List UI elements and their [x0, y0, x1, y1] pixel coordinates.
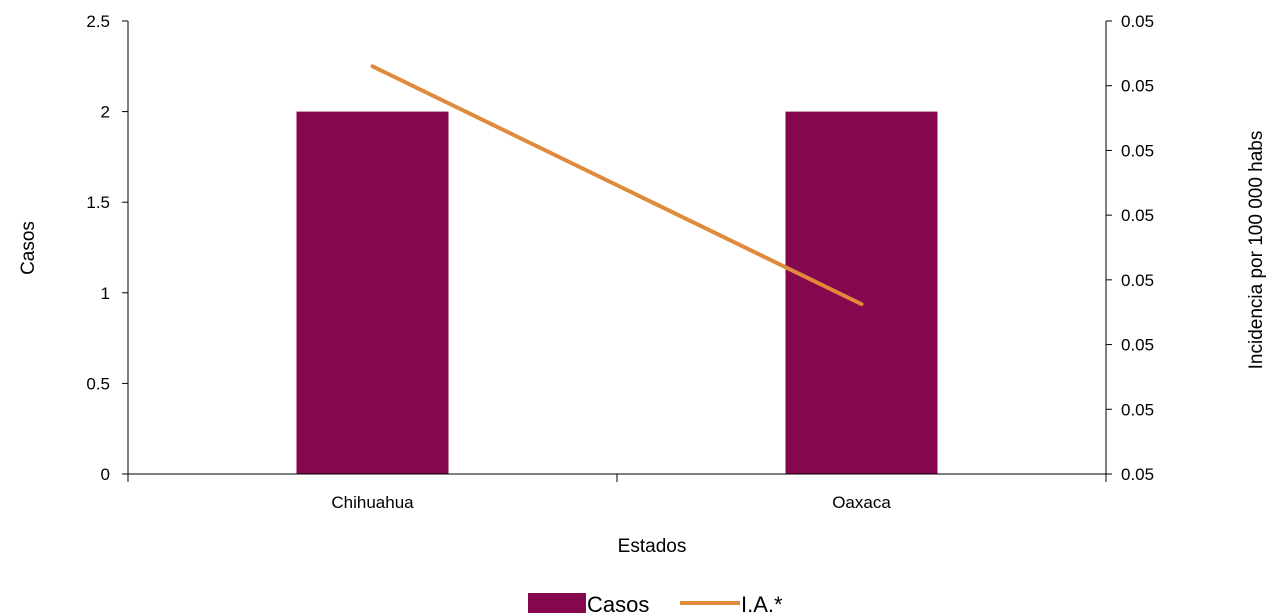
y-tick-label: 1.5 — [86, 193, 110, 212]
bar-oaxaca — [785, 111, 938, 474]
y2-tick-label: 0.05 — [1121, 465, 1154, 484]
y2-tick-label: 0.05 — [1121, 400, 1154, 419]
y2-tick-label: 0.05 — [1121, 206, 1154, 225]
y2-tick-label: 0.05 — [1121, 141, 1154, 160]
y-tick-label: 0 — [101, 465, 110, 484]
y-axis-title: Casos — [18, 221, 39, 275]
bars-group — [296, 111, 938, 474]
legend-label-casos: Casos — [587, 592, 649, 615]
x-tick-label: Oaxaca — [832, 493, 891, 512]
y2-axis-title: Incidencia por 100 000 habs — [1246, 131, 1267, 370]
legend: Casos I.A.* — [528, 592, 783, 615]
y-tick-label: 1 — [101, 284, 110, 303]
x-tick-label: Chihuahua — [331, 493, 414, 512]
x-axis-title: Estados — [618, 536, 687, 557]
y2-tick-label: 0.05 — [1121, 271, 1154, 290]
y2-tick-label: 0.05 — [1121, 77, 1154, 96]
y2-tick-label: 0.05 — [1121, 336, 1154, 355]
y-tick-label: 0.5 — [86, 374, 110, 393]
y2-tick-label: 0.05 — [1121, 12, 1154, 31]
line-layer — [370, 64, 864, 307]
legend-swatch-casos — [528, 593, 586, 613]
legend-label-ia: I.A.* — [741, 592, 783, 615]
y-tick-label: 2.5 — [86, 12, 110, 31]
axes-group: 0 0.5 1 1.5 2 2.5 0.05 0.05 0.05 0.05 0.05 0.05 0.05… — [86, 12, 1154, 512]
y-tick-label: 2 — [101, 103, 110, 122]
bar-chihuahua — [296, 111, 449, 474]
series-line-ia — [370, 64, 864, 307]
